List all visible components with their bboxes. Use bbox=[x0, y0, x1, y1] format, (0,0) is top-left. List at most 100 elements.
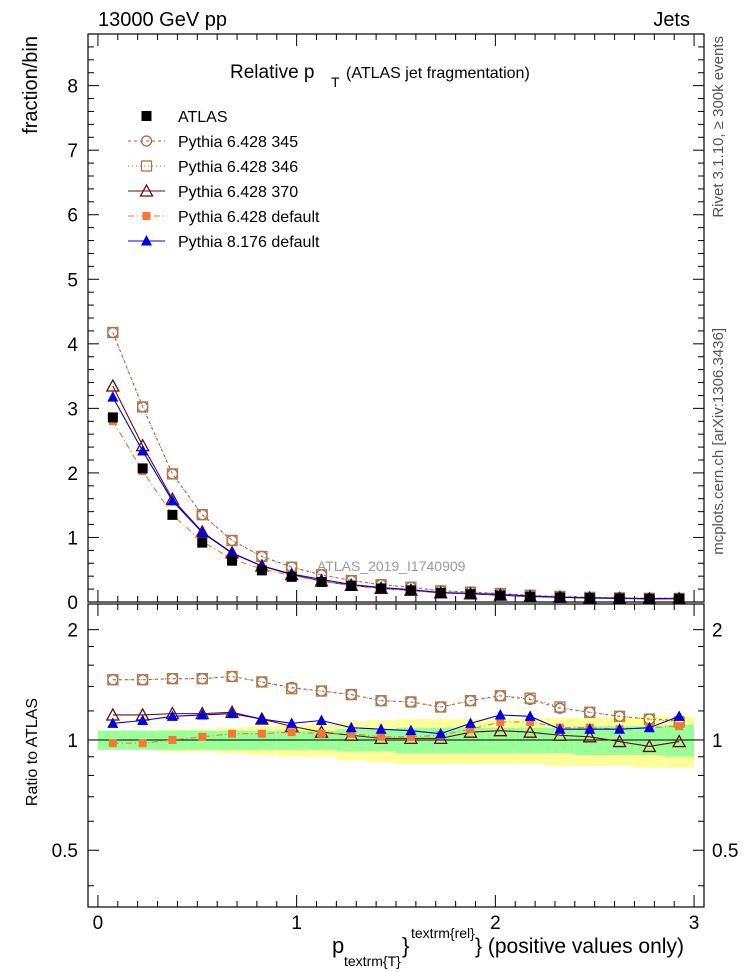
series-point bbox=[226, 534, 238, 547]
legend-entry: Pythia 8.176 default bbox=[128, 234, 320, 251]
ratio-point bbox=[166, 710, 178, 721]
ratio-point bbox=[494, 708, 506, 720]
ratio-point bbox=[315, 685, 328, 697]
data-point bbox=[644, 593, 655, 604]
ratio-point bbox=[228, 729, 237, 738]
data-point bbox=[495, 590, 506, 601]
ratio-tick-label: 0.5 bbox=[52, 841, 78, 862]
data-point bbox=[584, 593, 595, 604]
series-point bbox=[196, 526, 208, 538]
ratio-point bbox=[315, 714, 327, 726]
series-point bbox=[105, 378, 120, 392]
ratio-y-axis: 0.5 0.5 1 1 2 2 bbox=[52, 621, 738, 887]
y-tick-label: 1 bbox=[67, 528, 78, 549]
ratio-point bbox=[524, 692, 536, 704]
ratio-point bbox=[554, 723, 566, 734]
data-point bbox=[525, 591, 536, 602]
xlabel-sup: textrm{rel} bbox=[411, 925, 475, 941]
x-tick-label: 3 bbox=[689, 913, 700, 934]
ratio-point bbox=[347, 729, 356, 738]
ratio-point bbox=[405, 696, 417, 708]
x-axis-label: p textrm{T} } textrm{rel} } (positive va… bbox=[332, 925, 684, 969]
series-point bbox=[107, 326, 119, 339]
ratio-ylabel: Ratio to ATLAS bbox=[24, 698, 41, 806]
title-rest: (ATLAS jet fragmentation) bbox=[346, 65, 530, 82]
legend-marker bbox=[142, 212, 151, 220]
ratio-point bbox=[256, 713, 268, 724]
ratio-point bbox=[196, 673, 208, 685]
xlabel-p: p bbox=[332, 933, 344, 958]
legend-label: Pythia 6.428 370 bbox=[178, 184, 298, 201]
data-point bbox=[376, 583, 387, 594]
data-point bbox=[197, 537, 208, 548]
series-point bbox=[166, 494, 178, 506]
ratio-point bbox=[613, 710, 626, 722]
title-main: Relative p bbox=[230, 62, 315, 83]
band-inner-bin bbox=[485, 727, 516, 754]
data-point bbox=[435, 587, 446, 598]
ratio-point bbox=[375, 695, 387, 707]
data-point bbox=[256, 565, 267, 576]
ratio-point bbox=[405, 724, 417, 736]
legend-label: Pythia 6.428 346 bbox=[178, 159, 298, 176]
ratio-point bbox=[198, 732, 207, 741]
xlabel-rest: } (positive values only) bbox=[475, 935, 684, 958]
ratio-pythia-8-176-default bbox=[107, 707, 685, 739]
ratio-point bbox=[287, 728, 296, 737]
ratio-point bbox=[466, 725, 475, 734]
series-atlas-data bbox=[107, 412, 685, 604]
ratio-point bbox=[286, 717, 298, 728]
x-tick-label: 0 bbox=[93, 913, 104, 934]
main-ylabel: fraction/bin bbox=[20, 36, 42, 134]
y-tick-label: 6 bbox=[67, 206, 78, 227]
y-tick-label: 4 bbox=[67, 335, 78, 356]
series-point bbox=[107, 391, 119, 402]
ratio-point bbox=[435, 701, 447, 713]
data-point bbox=[316, 576, 327, 587]
y-tick-label: 7 bbox=[67, 141, 78, 162]
ratio-point bbox=[286, 683, 298, 695]
title-sub: T bbox=[331, 74, 340, 90]
ratio-point bbox=[256, 676, 268, 688]
ratio-point bbox=[108, 739, 117, 748]
legend-marker bbox=[140, 160, 153, 172]
ratio-point bbox=[496, 717, 505, 726]
main-y-axis: 0 1 2 3 4 5 6 7 8 bbox=[67, 33, 704, 614]
header-left: 13000 GeV pp bbox=[98, 9, 227, 31]
legend: ATLAS Pythia 6.428 345 Pythia 6.428 346 Pyt… bbox=[128, 109, 320, 251]
watermark: ATLAS_2019_I1740909 bbox=[317, 558, 466, 574]
data-point bbox=[227, 555, 238, 566]
ratio-point bbox=[375, 723, 387, 734]
ratio-point bbox=[107, 674, 119, 686]
ratio-line bbox=[112, 713, 680, 735]
ratio-tick-label-right: 0.5 bbox=[712, 841, 738, 862]
legend-entry: ATLAS bbox=[141, 109, 228, 126]
ratio-point bbox=[584, 723, 596, 734]
ratio-point bbox=[465, 717, 477, 728]
ratio-point bbox=[642, 739, 657, 753]
xlabel-sub: textrm{T} bbox=[344, 953, 401, 969]
legend-label: Pythia 6.428 default bbox=[178, 209, 320, 226]
data-point bbox=[286, 571, 297, 582]
x-tick-label: 1 bbox=[291, 913, 302, 934]
ratio-point bbox=[672, 734, 687, 748]
ratio-point bbox=[406, 732, 415, 741]
legend-entry: Pythia 6.428 345 bbox=[128, 134, 298, 151]
ratio-point bbox=[166, 673, 179, 685]
ratio-point bbox=[612, 734, 627, 748]
ratio-point bbox=[614, 723, 626, 734]
ratio-point bbox=[582, 729, 597, 743]
legend-marker bbox=[141, 111, 152, 121]
data-point bbox=[346, 580, 357, 591]
header-right: Jets bbox=[653, 9, 690, 31]
ratio-point bbox=[257, 729, 266, 738]
legend-marker bbox=[139, 183, 154, 197]
ratio-tick-label-right: 2 bbox=[712, 621, 723, 642]
series-point bbox=[226, 547, 238, 558]
ratio-point bbox=[137, 714, 149, 726]
ratio-point bbox=[552, 727, 568, 741]
ratio-point bbox=[226, 670, 238, 683]
ratio-point bbox=[493, 723, 508, 737]
data-point bbox=[614, 593, 625, 604]
ratio-line bbox=[112, 721, 680, 744]
